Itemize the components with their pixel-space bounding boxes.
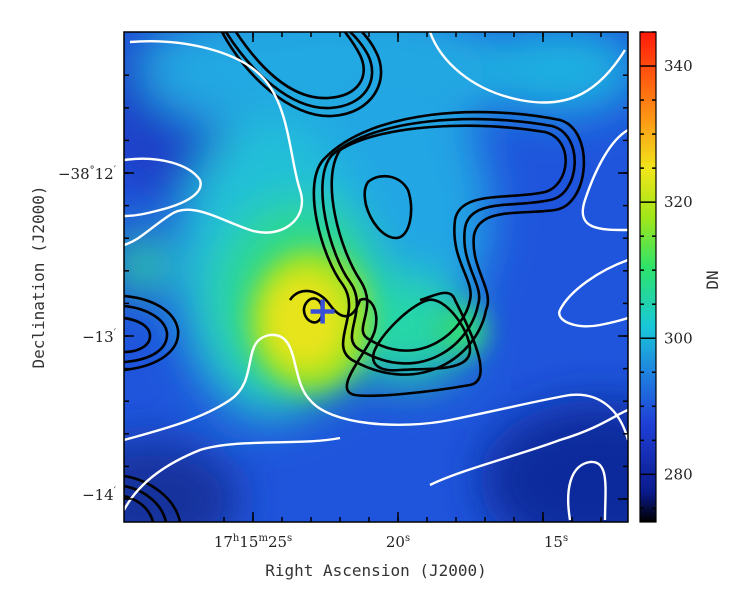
colorbar-tick-label: 340 bbox=[664, 57, 693, 75]
y-tick-label-13: −13′ bbox=[82, 328, 117, 346]
colorbar-title: DN bbox=[703, 270, 722, 289]
colorbar-tick-label: 300 bbox=[664, 329, 693, 347]
y-tick-label-12: −38°12′ bbox=[58, 165, 117, 183]
x-axis-title: Right Ascension (J2000) bbox=[265, 561, 487, 580]
heatmap-image bbox=[124, 32, 628, 522]
source-marker bbox=[310, 299, 335, 324]
x-tick-label-25s: 17h15m25s bbox=[214, 533, 292, 551]
y-tick-label-14: −14′ bbox=[82, 486, 117, 504]
x-axis-ticks bbox=[223, 32, 602, 522]
y-axis-title: Declination (J2000) bbox=[29, 185, 48, 368]
colorbar-tick-label: 320 bbox=[664, 193, 693, 211]
contours-white bbox=[124, 32, 628, 521]
x-tick-label-20s: 20s bbox=[386, 533, 410, 551]
contours-black bbox=[124, 32, 586, 522]
colorbar bbox=[639, 31, 657, 523]
y-axis-ticks bbox=[124, 74, 628, 500]
x-tick-label-15s: 15s bbox=[544, 533, 568, 551]
plot-frame bbox=[123, 31, 629, 523]
colorbar-tick-label: 280 bbox=[664, 465, 693, 483]
colorbar-ticks: 280 300 320 340 bbox=[640, 31, 693, 510]
